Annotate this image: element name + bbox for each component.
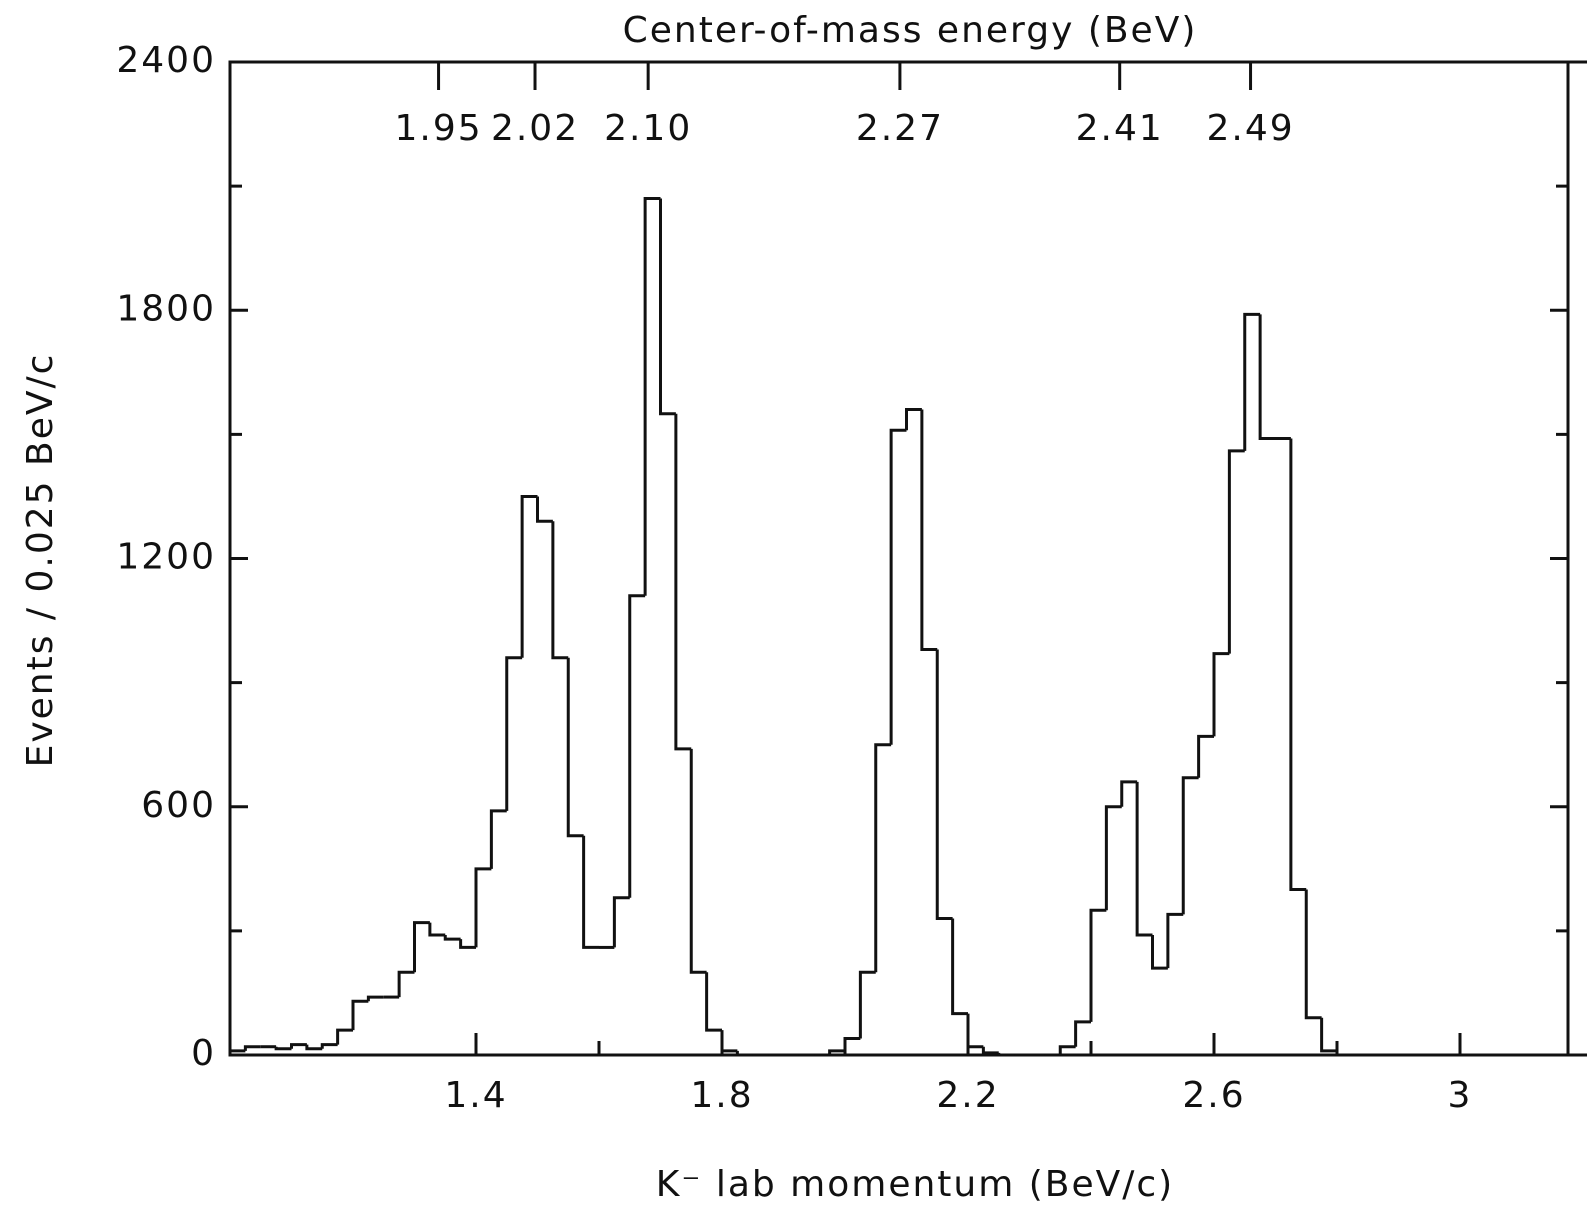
top-tick-label: 2.41	[1076, 108, 1164, 149]
histogram-bin	[1181, 776, 1199, 915]
y-tick-label: 2400	[116, 40, 216, 81]
histogram-bin	[843, 1036, 861, 1051]
histogram-bin	[336, 1028, 353, 1045]
histogram-bin	[1058, 1045, 1076, 1055]
histogram-bin	[536, 496, 553, 523]
histogram-bin	[1074, 1020, 1091, 1047]
histogram-bin	[720, 1030, 738, 1053]
histogram-bin	[566, 657, 584, 838]
histogram-bin	[1166, 912, 1184, 969]
y-axis-label: Events / 0.025 BeV/c	[20, 353, 61, 768]
histogram-bin	[874, 743, 892, 973]
histogram-bin	[428, 922, 446, 937]
histogram-bin	[1104, 805, 1122, 911]
histogram-bin	[735, 1050, 753, 1057]
histogram-bin	[889, 428, 907, 745]
histogram-bin	[981, 1046, 999, 1055]
histogram-bin	[1212, 652, 1230, 737]
top-tick-label: 2.10	[604, 108, 692, 149]
histogram-bin	[905, 408, 922, 431]
histogram-bin	[413, 921, 430, 973]
histogram-bin	[320, 1043, 338, 1049]
histogram-bin	[290, 1043, 307, 1049]
y-tick-label: 1200	[116, 537, 216, 578]
histogram-bin	[1258, 314, 1276, 441]
histogram-bin	[397, 970, 415, 998]
chart-title: Center-of-mass energy (BeV)	[623, 10, 1198, 51]
histogram-bin	[1120, 780, 1138, 807]
histogram-bin	[659, 198, 676, 416]
x-tick-label: 2.2	[936, 1075, 999, 1116]
histogram-bin	[443, 935, 461, 941]
histogram-bin	[351, 999, 369, 1031]
top-tick-label: 2.49	[1206, 108, 1294, 149]
top-tick-label: 2.02	[491, 108, 579, 149]
histogram-bin	[474, 867, 492, 948]
histogram-bin	[274, 1046, 292, 1051]
histogram-bin	[612, 896, 630, 948]
histogram-bin	[582, 835, 599, 949]
histogram-bin	[1289, 438, 1307, 891]
histogram-bin	[628, 594, 646, 898]
top-tick-label: 2.27	[856, 108, 944, 149]
histogram-bin	[1151, 935, 1168, 970]
x-tick-label: 2.6	[1182, 1075, 1245, 1116]
top-tick-label: 1.95	[394, 108, 482, 149]
histogram-bin	[1197, 734, 1214, 778]
histogram-bin	[1320, 1017, 1339, 1055]
histogram-bin	[505, 656, 523, 811]
x-tick-label: 3	[1448, 1075, 1473, 1116]
histogram-bin	[489, 809, 507, 869]
histogram-bin	[1243, 312, 1261, 451]
y-tick-label: 1800	[116, 288, 216, 329]
x-axis-label: K⁻ lab momentum (BeV/c)	[656, 1164, 1174, 1205]
histogram-bin	[1227, 449, 1245, 654]
x-tick-label: 1.4	[444, 1075, 507, 1116]
histogram-bin	[459, 939, 476, 949]
histogram-bin	[366, 995, 384, 1002]
histogram-bin	[305, 1044, 323, 1051]
histogram-bin	[997, 1052, 1015, 1057]
y-tick-label: 0	[191, 1033, 216, 1074]
histogram-bin	[674, 413, 692, 751]
histogram-bin	[705, 972, 722, 1032]
histogram-bin	[689, 748, 707, 974]
histogram-bin	[1089, 908, 1107, 1022]
plot-frame	[228, 60, 1587, 1057]
histogram-bin	[966, 1013, 984, 1049]
histogram-bin	[520, 494, 538, 658]
histogram-bin	[643, 197, 661, 596]
histogram-bin	[858, 970, 876, 1039]
histogram-bin	[1135, 781, 1153, 937]
y-tick-label: 600	[141, 785, 216, 826]
histogram-bin	[951, 918, 968, 1016]
histogram-bin	[1304, 889, 1322, 1020]
histogram-bin	[920, 409, 938, 652]
histogram-bin	[551, 521, 569, 660]
histogram-bin	[228, 1049, 246, 1055]
x-tick-label: 1.8	[690, 1075, 753, 1116]
histogram-bin	[935, 649, 953, 920]
histogram-bin	[243, 1045, 261, 1051]
histogram-bin	[828, 1049, 845, 1055]
